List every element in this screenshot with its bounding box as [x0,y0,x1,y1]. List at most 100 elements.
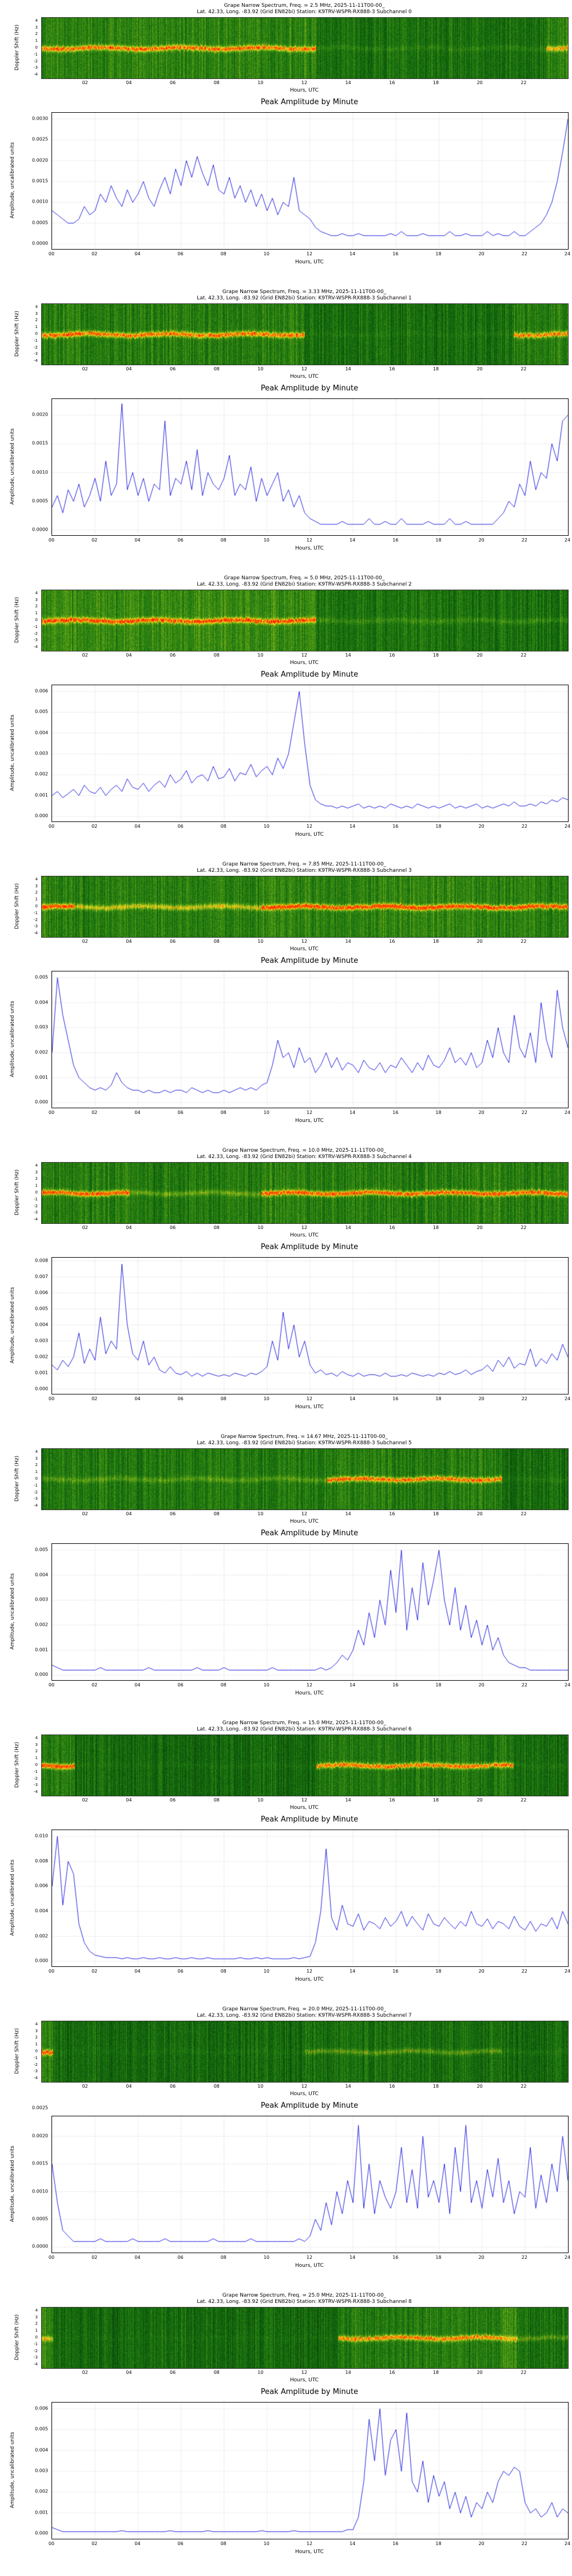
x-tick-label: 18 [435,1396,442,1401]
x-tick-label: 14 [345,1797,351,1803]
amplitude-y-axis-label: Amplitude, uncalibrated units [10,142,15,219]
x-tick-label: 08 [220,824,227,829]
x-tick-label: 06 [169,653,176,658]
amplitude-x-tick-labels: 00 02 04 06 08 10 12 14 16 18 20 22 24 [49,251,570,258]
amplitude-y-tick-labels: 0.0000 0.0005 0.0010 0.0015 0.0020 0.0025 [25,2105,49,2252]
x-tick-label: 22 [521,653,527,658]
amplitude-x-tick-labels: 00 02 04 06 08 10 12 14 16 18 20 22 24 [49,538,570,544]
amplitude-x-axis-label: Hours, UTC [295,832,324,837]
x-tick-label: 02 [92,538,98,543]
x-tick-label: 04 [134,1396,141,1401]
x-tick-label: 02 [92,2255,98,2260]
x-tick-label: 04 [126,366,132,372]
x-tick-label: 22 [521,1682,527,1688]
y-tick-label: 0.000 [35,813,48,819]
y-tick-label: 0.0015 [32,2160,48,2166]
x-tick-label: 02 [82,653,88,658]
x-tick-label: 12 [306,824,313,829]
amplitude-y-axis-label: Amplitude, uncalibrated units [10,1287,15,1364]
spectrogram-y-tick-labels: 4 3 2 1 0 -1 -2 -3 -4 [25,1162,39,1223]
spectrogram-plot [41,1735,569,1796]
x-tick-label: 10 [263,2541,269,2546]
y-tick-label: -3 [34,2069,38,2074]
y-tick-label: 2 [35,2321,38,2326]
x-tick-label: 08 [213,366,220,372]
x-tick-label: 12 [306,2541,313,2546]
x-tick-label: 08 [213,1225,220,1230]
y-tick-label: 1 [35,325,38,330]
amplitude-x-tick-labels: 00 02 04 06 08 10 12 14 16 18 20 22 24 [49,824,570,831]
y-tick-label: 0.0010 [32,2188,48,2194]
y-tick-label: 0.0020 [32,412,48,417]
x-tick-label: 06 [177,2541,184,2546]
y-tick-label: -4 [34,72,38,77]
spectrogram-x-tick-labels: 02 04 06 08 10 12 14 16 18 20 22 [41,653,567,659]
x-tick-label: 00 [48,1969,55,1974]
amplitude-y-axis-label: Amplitude, uncalibrated units [10,1859,15,1936]
y-tick-label: -3 [34,351,38,357]
x-tick-label: 22 [521,366,527,372]
spectrogram-title: Grape Narrow Spectrum, Freq. = 14.67 MHz… [220,1434,388,1440]
y-tick-label: 0.004 [35,2447,48,2453]
y-tick-label: -1 [34,910,38,915]
y-tick-label: 0 [35,2049,38,2053]
y-tick-label: -1 [34,52,38,57]
subchannel-block: Grape Narrow Spectrum, Freq. = 20.0 MHz,… [0,2004,572,2290]
y-tick-label: 0.002 [35,771,48,777]
spectrogram-title: Grape Narrow Spectrum, Freq. = 10.0 MHz,… [222,1148,387,1153]
y-tick-label: 4 [35,1735,38,1740]
spectrogram-x-axis-label: Hours, UTC [290,1805,319,1811]
spectrogram-y-axis-label: Doppler Shift (Hz) [14,883,20,930]
spectrogram-y-axis-label: Doppler Shift (Hz) [14,1455,20,1502]
spectrogram-x-axis-label: Hours, UTC [290,374,319,380]
x-tick-label: 02 [82,2084,88,2089]
x-tick-label: 10 [257,1225,264,1230]
x-tick-label: 02 [92,251,98,256]
y-tick-label: 3 [35,1170,38,1175]
x-tick-label: 06 [169,2084,176,2089]
amplitude-y-axis-label: Amplitude, uncalibrated units [10,2146,15,2222]
amplitude-y-axis-label: Amplitude, uncalibrated units [10,2432,15,2508]
y-tick-label: 2 [35,1463,38,1468]
subchannel-block: Grape Narrow Spectrum, Freq. = 3.33 MHz,… [0,286,572,572]
y-tick-label: 0.004 [35,730,48,736]
x-tick-label: 08 [213,939,220,944]
x-tick-label: 04 [134,538,141,543]
x-tick-label: 20 [476,80,483,85]
x-tick-label: 08 [213,1511,220,1516]
x-tick-label: 10 [263,2255,269,2260]
y-tick-label: 0.0005 [32,498,48,504]
y-tick-label: -3 [34,638,38,643]
spectrogram-subtitle: Lat. 42.33, Long. -83.92 (Grid EN82bi) S… [197,2299,412,2305]
y-tick-label: -2 [34,345,38,350]
amplitude-x-tick-labels: 00 02 04 06 08 10 12 14 16 18 20 22 24 [49,2255,570,2262]
x-tick-label: 10 [263,1110,269,1115]
x-tick-label: 22 [521,80,527,85]
y-tick-label: 0.003 [35,1024,48,1030]
y-tick-label: 4 [35,2308,38,2313]
y-tick-label: -4 [34,1503,38,1508]
amplitude-y-tick-labels: 0.0000 0.0005 0.0010 0.0015 0.0020 [25,398,49,535]
y-tick-label: -1 [34,338,38,343]
x-tick-label: 12 [301,2370,308,2375]
x-tick-label: 04 [134,824,141,829]
x-tick-label: 20 [476,1511,483,1516]
x-tick-label: 18 [435,1110,442,1115]
x-tick-label: 04 [134,251,141,256]
y-tick-label: -2 [34,1776,38,1781]
x-tick-label: 04 [126,939,132,944]
amplitude-x-tick-labels: 00 02 04 06 08 10 12 14 16 18 20 22 24 [48,1969,570,1976]
amplitude-x-axis-label: Hours, UTC [295,2549,324,2555]
y-tick-label: -4 [34,2076,38,2081]
x-tick-label: 14 [349,2541,356,2546]
amplitude-plot [51,398,569,536]
x-tick-label: 02 [92,1396,98,1401]
x-tick-label: 06 [169,1511,176,1516]
y-tick-label: 4 [35,18,38,23]
x-tick-label: 12 [306,1396,313,1401]
x-tick-label: 08 [213,1797,220,1803]
x-tick-label: 06 [177,1396,184,1401]
y-tick-label: 0.004 [35,999,48,1005]
x-tick-label: 06 [177,824,184,829]
